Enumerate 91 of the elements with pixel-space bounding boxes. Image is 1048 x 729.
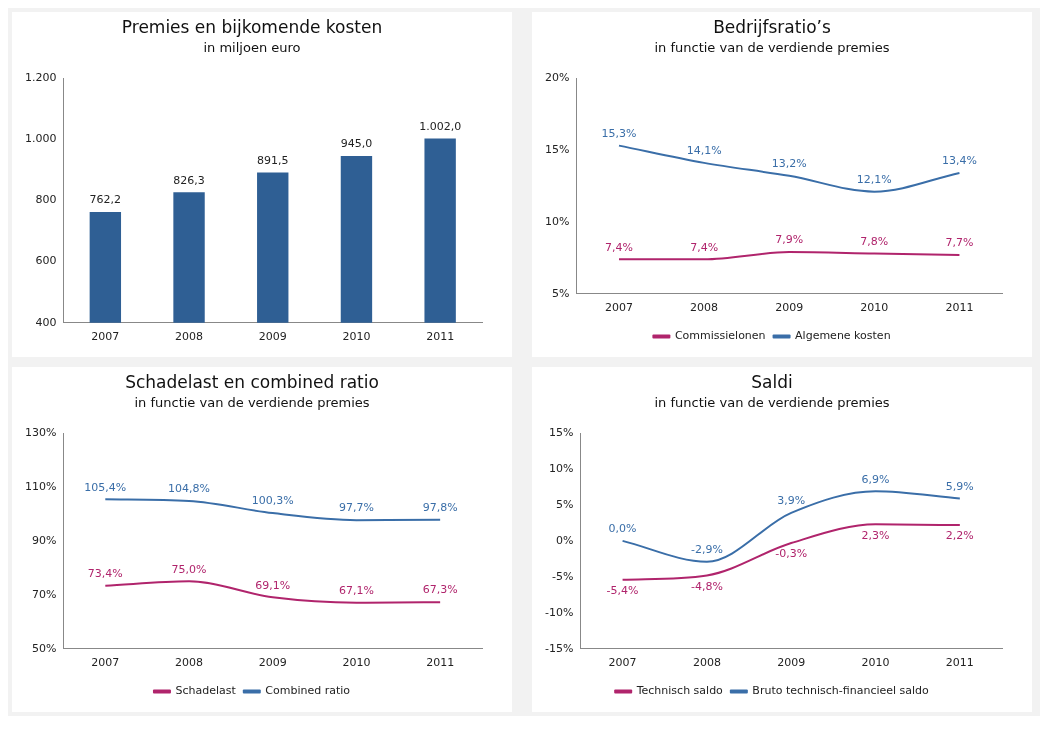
y-tick-label: 70% (31, 587, 57, 601)
y-tick-label: 90% (31, 533, 57, 547)
data-label: 5,9% (945, 479, 974, 493)
x-tick-label: 2009 (777, 656, 806, 670)
x-tick-label: 2009 (258, 330, 287, 344)
data-label: -4,8% (690, 579, 723, 593)
chart-title: Schadelast en combined ratio (125, 371, 379, 392)
data-label: 6,9% (861, 472, 890, 486)
data-label: 105,4% (84, 480, 127, 494)
y-tick-label: 130% (24, 425, 57, 439)
x-tick-label: 2007 (605, 301, 633, 315)
x-tick-label: 2008 (175, 330, 204, 344)
y-tick-label: 110% (24, 479, 57, 493)
data-label: 13,2% (771, 157, 807, 171)
y-tick-label: 400 (35, 315, 57, 329)
y-tick-label: -10% (545, 605, 574, 619)
x-tick-label: 2008 (690, 301, 719, 315)
y-tick-label: 0% (555, 533, 574, 547)
data-label: -5,4% (606, 584, 639, 598)
y-tick-label: 10% (545, 214, 570, 228)
chart-subtitle: in functie van de verdiende premies (654, 39, 890, 55)
x-tick-label: 2010 (860, 301, 889, 315)
data-label: 97,7% (338, 501, 374, 515)
data-label: 73,4% (87, 567, 123, 581)
data-label: 104,8% (168, 482, 210, 496)
y-tick-label: 5% (552, 286, 570, 300)
data-label: 7,4% (605, 240, 633, 254)
y-tick-label: 15% (548, 425, 574, 439)
x-tick-label: 2011 (426, 656, 455, 670)
chart-title: Premies en bijkomende kosten (121, 16, 383, 37)
data-label: 2,2% (945, 529, 974, 543)
chart-subtitle: in functie van de verdiende premies (654, 394, 890, 410)
data-label: 826,3 (173, 173, 205, 187)
data-label: 945,0 (340, 137, 373, 151)
y-tick-label: 15% (545, 142, 570, 156)
data-label: 67,3% (422, 583, 458, 597)
line-series (618, 251, 961, 261)
legend-label: Schadelast (175, 684, 237, 698)
x-tick-label: 2011 (945, 301, 974, 315)
y-tick-label: 10% (548, 461, 574, 475)
data-label: 891,5 (257, 153, 289, 167)
data-label: -0,3% (775, 547, 808, 561)
y-tick-label: 1.200 (24, 70, 57, 84)
data-label: 7,9% (775, 233, 804, 247)
y-tick-label: 600 (35, 254, 57, 268)
data-label: 14,1% (686, 144, 722, 158)
legend-label: Technisch saldo (635, 684, 724, 698)
x-tick-label: 2009 (258, 656, 287, 670)
x-tick-label: 2011 (945, 656, 974, 670)
data-label: 15,3% (601, 126, 637, 140)
chart-title: Saldi (751, 371, 793, 392)
data-label: 75,0% (171, 562, 207, 576)
data-label: 12,1% (856, 173, 892, 187)
data-label: 7,8% (860, 234, 889, 248)
legend-label: Combined ratio (265, 684, 351, 698)
data-label: 97,8% (422, 501, 458, 515)
x-tick-label: 2008 (175, 656, 204, 670)
data-label: 0,0% (608, 522, 637, 536)
data-label: 13,4% (941, 154, 977, 168)
x-tick-label: 2007 (608, 656, 637, 670)
data-label: 7,4% (690, 240, 719, 254)
x-tick-label: 2009 (775, 301, 804, 315)
x-tick-label: 2010 (861, 656, 890, 670)
y-tick-label: 800 (35, 193, 57, 207)
data-label: 762,2 (89, 193, 122, 207)
y-tick-label: 20% (545, 70, 570, 84)
x-tick-label: 2010 (342, 656, 371, 670)
data-label: 2,3% (861, 528, 890, 542)
data-label: 69,1% (255, 578, 291, 592)
legend-label: Algemene kosten (795, 329, 891, 343)
y-tick-label: 1.000 (24, 132, 57, 146)
data-label: 3,9% (777, 494, 806, 508)
y-tick-label: 5% (555, 497, 574, 511)
x-tick-label: 2010 (342, 330, 371, 344)
data-label: 1.002,0 (419, 119, 462, 133)
data-label: 100,3% (251, 494, 294, 508)
y-tick-label: -15% (545, 641, 574, 655)
chart-title: Bedrijfsratio’s (713, 16, 831, 37)
y-tick-label: 50% (31, 641, 57, 655)
y-tick-label: -5% (552, 569, 574, 583)
legend-label: Commissielonen (674, 329, 766, 343)
x-tick-label: 2008 (692, 656, 721, 670)
chart-subtitle: in functie van de verdiende premies (134, 394, 370, 410)
data-label: 67,1% (338, 584, 374, 598)
x-tick-label: 2011 (426, 330, 455, 344)
x-tick-label: 2007 (91, 656, 120, 670)
legend-label: Bruto technisch-financieel saldo (752, 684, 930, 698)
data-label: -2,9% (690, 543, 723, 557)
chart-subtitle: in miljoen euro (203, 39, 301, 55)
data-label: 7,7% (945, 236, 974, 250)
x-tick-label: 2007 (91, 330, 120, 344)
